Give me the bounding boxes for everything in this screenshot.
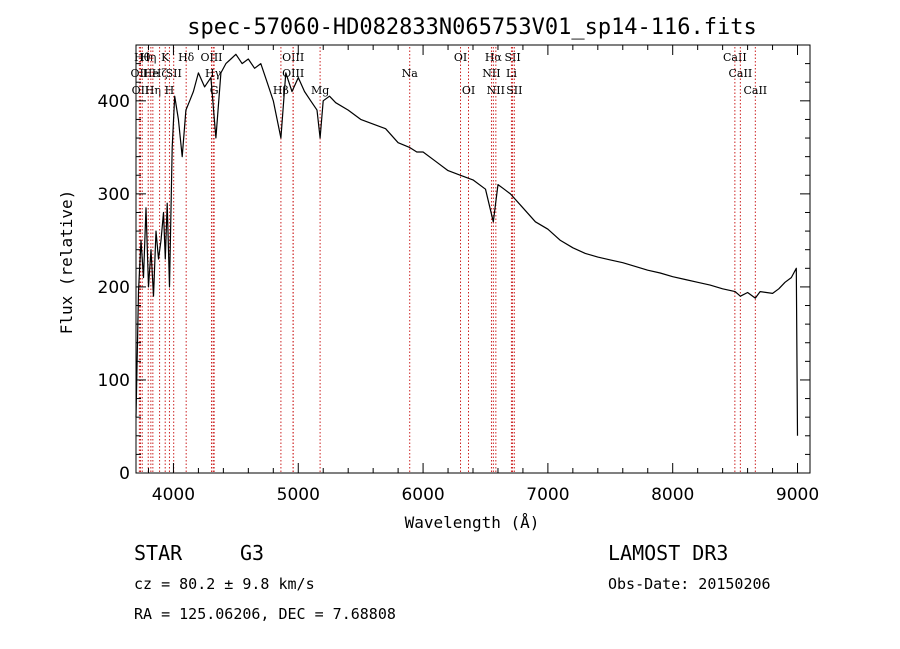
x-tick-label: 9000 bbox=[776, 485, 819, 505]
line-marker-label: OI bbox=[454, 51, 467, 64]
line-marker-label: Hβ bbox=[273, 84, 289, 97]
line-marker-label: OIII bbox=[200, 51, 222, 64]
line-marker-label: H bbox=[165, 84, 175, 97]
x-tick-label: 4000 bbox=[152, 485, 195, 505]
line-marker-label: NII bbox=[487, 84, 505, 97]
x-tick-label: 7000 bbox=[526, 485, 569, 505]
line-marker-label: Hη bbox=[140, 51, 156, 64]
line-marker-label: OI bbox=[462, 84, 475, 97]
x-axis-label: Wavelength (Å) bbox=[405, 513, 540, 532]
x-tick-label: 5000 bbox=[277, 485, 320, 505]
line-marker-label: SII bbox=[166, 67, 182, 80]
spectrum-line bbox=[135, 53, 799, 436]
coordinates: RA = 125.06206, DEC = 7.68808 bbox=[134, 605, 396, 623]
line-marker-label: K bbox=[161, 51, 170, 64]
line-marker-label: CaII bbox=[723, 51, 747, 64]
y-tick-label: 0 bbox=[119, 464, 130, 484]
survey-name: LAMOST DR3 bbox=[608, 541, 729, 565]
observation-date: Obs-Date: 20150206 bbox=[608, 575, 771, 593]
line-marker-label: Hθ bbox=[134, 51, 151, 64]
x-tick-label: 8000 bbox=[651, 485, 694, 505]
line-marker-label: Hη bbox=[145, 84, 161, 97]
y-tick-label: 300 bbox=[98, 185, 130, 205]
y-tick-label: 200 bbox=[98, 278, 130, 298]
redshift-velocity: cz = 80.2 ± 9.8 km/s bbox=[134, 575, 315, 593]
line-marker-label: Mg bbox=[311, 84, 329, 97]
line-marker-label: SII bbox=[504, 51, 520, 64]
chart-title: spec-57060-HD082833N065753V01_sp14-116.f… bbox=[187, 15, 757, 40]
axes: 4000 5000 6000 7000 8000 9000 0 100 200 300 400 bbox=[98, 44, 819, 505]
line-marker-label: CaII bbox=[743, 84, 767, 97]
line-marker-label: Li bbox=[506, 67, 517, 80]
line-marker-label: NII bbox=[482, 67, 500, 80]
line-marker-label: CaII bbox=[729, 67, 753, 80]
line-marker-label: Hδ bbox=[178, 51, 195, 64]
y-tick-label: 100 bbox=[98, 371, 130, 391]
y-axis-label: Flux (relative) bbox=[57, 190, 76, 335]
line-marker-label: Hα bbox=[485, 51, 503, 64]
plot-frame bbox=[135, 44, 811, 474]
spectral-subclass: G3 bbox=[240, 541, 265, 565]
line-marker-label: SII bbox=[506, 84, 522, 97]
x-tick-label: 6000 bbox=[401, 485, 444, 505]
object-class: STAR bbox=[134, 541, 183, 565]
line-marker-label: OII bbox=[131, 67, 149, 80]
series-layer bbox=[135, 53, 799, 436]
y-tick-label: 400 bbox=[98, 92, 130, 112]
line-marker-label: G bbox=[210, 84, 219, 97]
line-marker-label: Hγ bbox=[205, 67, 222, 80]
line-marker-label: Hζ bbox=[152, 67, 168, 80]
line-marker-label: He bbox=[143, 67, 159, 80]
line-marker-label: Na bbox=[402, 67, 419, 80]
